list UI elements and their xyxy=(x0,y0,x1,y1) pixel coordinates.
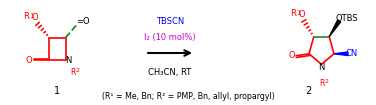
Text: R: R xyxy=(23,12,29,21)
Polygon shape xyxy=(334,52,348,56)
Text: 2: 2 xyxy=(76,68,80,73)
Text: CH₃CN, RT: CH₃CN, RT xyxy=(149,68,192,77)
Text: 2: 2 xyxy=(305,87,312,96)
Text: I₂ (10 mol%): I₂ (10 mol%) xyxy=(144,33,196,42)
Text: TBSCN: TBSCN xyxy=(156,17,184,26)
Polygon shape xyxy=(329,20,341,37)
Text: 1: 1 xyxy=(55,87,61,96)
Text: N: N xyxy=(65,56,72,65)
Text: O: O xyxy=(289,51,296,60)
Text: R: R xyxy=(319,79,324,88)
Text: 1: 1 xyxy=(296,10,301,16)
Text: N: N xyxy=(318,63,325,72)
Text: O: O xyxy=(298,10,305,19)
Text: 1: 1 xyxy=(30,13,34,19)
Text: R: R xyxy=(70,68,76,77)
Text: =O: =O xyxy=(76,17,90,26)
Text: O: O xyxy=(26,56,32,65)
Text: 2: 2 xyxy=(324,79,329,84)
Text: OTBS: OTBS xyxy=(335,14,358,23)
Text: R: R xyxy=(290,9,296,18)
Text: O: O xyxy=(32,13,38,22)
Text: (R¹ = Me, Bn; R² = PMP, Bn, allyl, propargyl): (R¹ = Me, Bn; R² = PMP, Bn, allyl, propa… xyxy=(102,92,274,101)
Text: CN: CN xyxy=(346,49,358,58)
